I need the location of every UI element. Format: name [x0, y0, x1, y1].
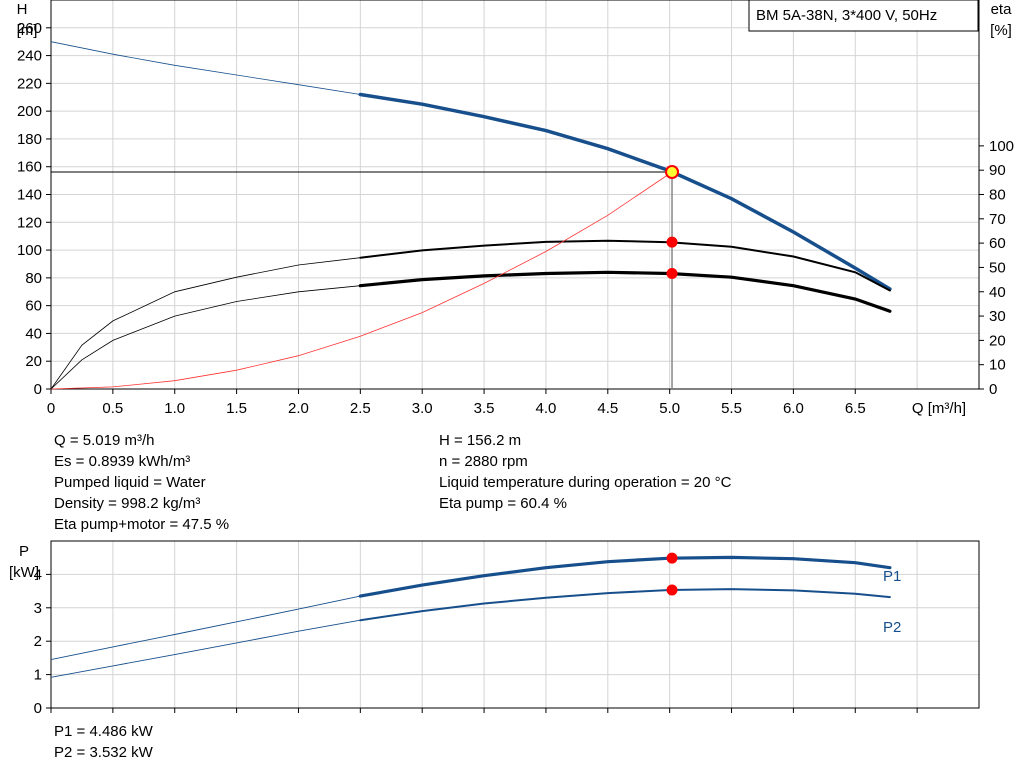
series-layer: [50, 552, 892, 678]
info-n: n = 2880 rpm: [439, 453, 528, 470]
y-tick-label-right: 90: [989, 162, 1006, 179]
x-tick-label: 3.5: [474, 400, 495, 417]
y-tick-label-left: 140: [17, 187, 42, 204]
y-tick-label: 1: [34, 667, 42, 684]
series-2-line-low: [50, 285, 361, 390]
y-tick-label: 4: [34, 566, 42, 583]
y-axis-label-right-2: [%]: [990, 22, 1012, 39]
tick-labels: 0 1 2 3 4: [34, 566, 918, 717]
series-0-line-low: [50, 595, 361, 661]
series-1-line: [359, 239, 891, 292]
y-tick-label-left: 0: [34, 381, 42, 398]
y-tick-label-left: 80: [25, 270, 42, 287]
x-tick-label: 6.0: [783, 400, 804, 417]
x-tick-label: 5.0: [659, 400, 680, 417]
duty-point-eta-pump: [666, 236, 678, 248]
y-tick-label-right: 10: [989, 357, 1006, 374]
series-1-line-low: [50, 619, 361, 678]
series-label-p1: P1: [883, 568, 901, 585]
info-h: H = 156.2 m: [439, 432, 522, 449]
x-tick-label: 1.5: [226, 400, 247, 417]
x-tick-label: 2.0: [288, 400, 309, 417]
y-axis-label-left-2: [m]: [17, 22, 38, 39]
y-tick-label-right: 80: [989, 187, 1006, 204]
series-layer: [50, 41, 892, 390]
tick-labels: 0 0.5 1.0 1.5 2.0 2.5 3.0 3.5 4.0 4.5 5.0 5.5 6.0 6.5…: [17, 20, 1014, 417]
y-tick-label-left: 160: [17, 159, 42, 176]
x-tick-label: 3.0: [412, 400, 433, 417]
duty-point-p1: [666, 552, 678, 564]
info-right: H = 156.2 m n = 2880 rpm Liquid temperat…: [439, 430, 731, 514]
y-tick-label-left: 100: [17, 242, 42, 259]
y-tick-label-left: 180: [17, 131, 42, 148]
y-tick-label-right: 50: [989, 259, 1006, 276]
info-eta-total: Eta pump+motor = 47.5 %: [54, 516, 230, 533]
grid: [51, 541, 979, 708]
power-info: P1 = 4.486 kW P2 = 3.532 kW: [54, 721, 153, 763]
duty-point-eta-total: [666, 268, 678, 280]
y-tick-label-left: 240: [17, 48, 42, 65]
info-q: Q = 5.019 m³/h: [54, 432, 155, 449]
series-3-line: [50, 171, 673, 390]
series-label-p2: P2: [883, 619, 901, 636]
series-2-line: [358, 270, 892, 313]
y-axis-label-right-1: eta: [991, 1, 1013, 18]
chart-title: BM 5A-38N, 3*400 V, 50Hz: [756, 7, 937, 24]
plot-frame: [50, 540, 980, 709]
chart-title-box: [748, 0, 979, 32]
duty-point-head: [665, 164, 680, 179]
y-tick-label-right: 70: [989, 211, 1006, 228]
y-tick-label-right: 20: [989, 332, 1006, 349]
x-tick-label: 0: [47, 400, 55, 417]
y-tick-label: 3: [34, 600, 42, 617]
y-axis-label-2: [kW]: [9, 564, 39, 581]
info-density: Density = 998.2 kg/m³: [54, 495, 201, 512]
x-tick-label: 2.5: [350, 400, 371, 417]
x-tick-label: 4.5: [597, 400, 618, 417]
series-1-line: [359, 588, 891, 622]
x-tick-label: 4.0: [536, 400, 557, 417]
series-0-line-low: [50, 41, 361, 95]
x-axis-label: Q [m³/h]: [912, 400, 966, 417]
info-es: Es = 0.8939 kWh/m³: [54, 453, 191, 470]
series-0-line: [358, 92, 892, 291]
y-tick-label-right: 40: [989, 284, 1006, 301]
info-pumped-liquid: Pumped liquid = Water: [54, 474, 206, 491]
duty-point-p2: [666, 584, 678, 596]
info-p2: P2 = 3.532 kW: [54, 744, 153, 761]
y-tick-label: 0: [34, 700, 42, 717]
info-eta-pump: Eta pump = 60.4 %: [439, 495, 567, 512]
info-liquid-temperature: Liquid temperature during operation = 20…: [439, 474, 732, 491]
series-1-line-low: [50, 257, 361, 390]
y-axis-label-left-1: H: [17, 1, 28, 18]
y-tick-label-right: 30: [989, 308, 1006, 325]
y-tick-label-right: 100: [989, 138, 1014, 155]
y-tick-label-right: 0: [989, 381, 997, 398]
series-0-line: [358, 555, 892, 598]
grid: [51, 0, 979, 389]
y-tick-label-left: 60: [25, 298, 42, 315]
x-tick-label: 0.5: [102, 400, 123, 417]
pump-performance-chart: 0 0.5 1.0 1.5 2.0 2.5 3.0 3.5 4.0 4.5 5.0 5.5 6.0 6.5…: [17, 0, 1014, 417]
y-tick-label-left: 200: [17, 103, 42, 120]
y-tick-label-left: 120: [17, 214, 42, 231]
y-axis-label-1: P: [19, 543, 29, 560]
x-tick-label: 6.5: [845, 400, 866, 417]
info-p1: P1 = 4.486 kW: [54, 723, 153, 740]
info-left: Q = 5.019 m³/h Es = 0.8939 kWh/m³ Pumped…: [54, 430, 229, 535]
y-tick-label-left: 40: [25, 325, 42, 342]
y-tick-label-right: 60: [989, 235, 1006, 252]
y-tick-label-left: 20: [25, 353, 42, 370]
y-tick-label: 2: [34, 633, 42, 650]
x-tick-label: 1.0: [164, 400, 185, 417]
y-tick-label-left: 260: [17, 20, 42, 37]
y-tick-label-left: 220: [17, 75, 42, 92]
x-tick-label: 5.5: [721, 400, 742, 417]
